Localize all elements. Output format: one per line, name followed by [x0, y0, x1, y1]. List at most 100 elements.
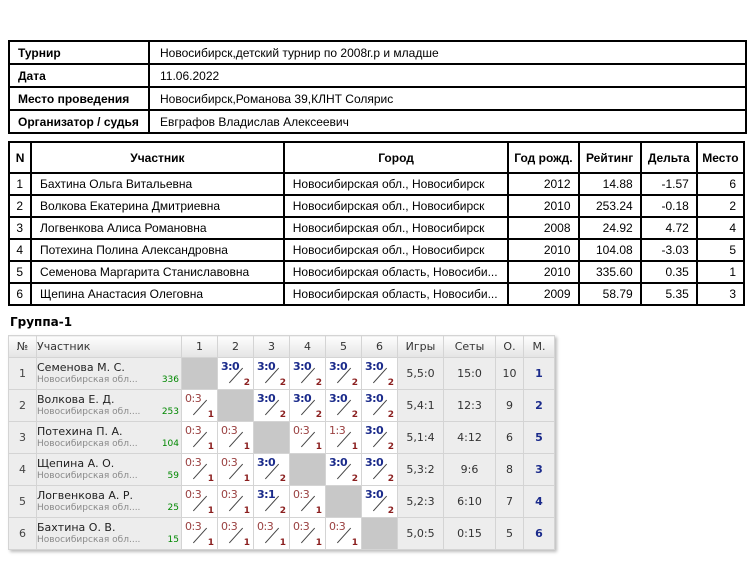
group-row: 1 Семенова М. С. Новосибирская обл... 336 3:…	[8, 357, 555, 390]
place-cell: 1	[695, 260, 746, 284]
match-score-cell: 0:3 1	[217, 421, 254, 454]
match-score: 0:3	[221, 456, 238, 469]
score-points: 2	[387, 378, 394, 388]
match-score: 3:0	[221, 360, 240, 373]
sets-cell: 4:12	[443, 421, 496, 454]
spacer	[8, 134, 750, 141]
match-score-cell: 0:3 1	[181, 453, 218, 486]
tournament-info-table: Турнир Новосибирск,детский турнир по 2008…	[8, 40, 747, 134]
score-points: 1	[351, 538, 358, 548]
group-participant-subline: Новосибирская обл.... 15	[38, 535, 181, 546]
match-score: 0:3	[185, 456, 202, 469]
match-score: 3:0	[257, 392, 276, 405]
place-cell: 6	[695, 172, 746, 196]
group-participant-region: Новосибирская обл....	[37, 503, 141, 513]
info-row-label: Организатор / судья	[8, 109, 150, 134]
group-row-number: 2	[8, 389, 37, 422]
match-score-cell: 3:0 2	[361, 485, 398, 518]
match-score: 0:3	[221, 488, 238, 501]
participants-header-cell: Рейтинг	[577, 141, 642, 174]
participants-header-cell: Год рожд.	[507, 141, 580, 174]
score-points: 2	[351, 410, 358, 420]
score-points: 1	[207, 410, 214, 420]
group-participant-name: Семенова М. С.	[37, 361, 125, 374]
info-row: Дата 11.06.2022	[8, 63, 747, 88]
group-participant-name: Логвенкова А. Р.	[37, 489, 133, 502]
match-score-cell: 3:0 2	[217, 357, 254, 390]
group-header-cell: Сеты	[443, 335, 496, 358]
sets-cell: 9:6	[443, 453, 496, 486]
match-score-cell: 0:3 1	[289, 485, 326, 518]
group-results-table: № Участник 1 2 3 4 5 6 Игры Сеты О. М. 1 Семенова М.…	[8, 335, 555, 550]
match-score-cell: 0:3 1	[253, 517, 290, 550]
match-score-cell: 0:3 1	[217, 485, 254, 518]
match-score: 0:3	[221, 424, 238, 437]
match-score: 3:1	[257, 488, 276, 501]
match-score-cell: 0:3 1	[181, 517, 218, 550]
group-place-cell: 5	[523, 421, 555, 454]
group-participant-rating: 336	[161, 375, 179, 385]
score-points: 2	[315, 410, 322, 420]
participant-name-cell: Потехина Полина Александровна	[30, 238, 285, 262]
group-row-number: 4	[8, 453, 37, 486]
group-participant-subline: Новосибирская обл... 336	[38, 375, 181, 386]
group-participant-region: Новосибирская обл....	[37, 407, 141, 417]
rating-cell: 14.88	[577, 172, 642, 196]
group-participant-subline: Новосибирская обл... 104	[38, 439, 181, 450]
group-row: 5 Логвенкова А. Р. Новосибирская обл.... 25…	[8, 485, 555, 518]
group-row-number: 3	[8, 421, 37, 454]
rating-cell: 104.08	[577, 238, 642, 262]
match-score: 1:3	[329, 424, 346, 437]
group-row: 4 Щепина А. О. Новосибирская обл... 59 0:3 1 0…	[8, 453, 555, 486]
group-participant-cell: Потехина П. А. Новосибирская обл... 104	[36, 421, 182, 454]
group-participant-name: Бахтина О. В.	[37, 521, 116, 534]
score-points: 2	[243, 378, 250, 388]
participant-name-cell: Логвенкова Алиса Романовна	[30, 216, 285, 240]
participant-row: 5 Семенова Маргарита Станиславовна Новосиб…	[7, 260, 746, 284]
birth-year-cell: 2010	[507, 238, 580, 262]
score-points: 1	[315, 506, 322, 516]
delta-cell: 4.72	[639, 216, 698, 240]
group-participant-rating: 104	[161, 439, 179, 449]
place-cell: 5	[695, 238, 746, 262]
match-score-cell: 3:0 2	[361, 453, 398, 486]
group-place-cell: 1	[523, 357, 555, 390]
group-header-cell: Участник	[36, 335, 182, 358]
score-points: 1	[207, 538, 214, 548]
match-score-cell: 1:3 1	[325, 421, 362, 454]
match-score: 3:0	[293, 360, 312, 373]
score-points: 2	[387, 474, 394, 484]
birth-year-cell: 2012	[507, 172, 580, 196]
info-row-value: Новосибирск,Романова 39,КЛНТ Солярис	[148, 86, 747, 111]
group-row-number: 6	[8, 517, 37, 550]
score-points: 1	[315, 538, 322, 548]
points-cell: 5	[495, 517, 524, 550]
match-score: 0:3	[293, 520, 310, 533]
score-points: 2	[279, 474, 286, 484]
group-participant-name: Потехина П. А.	[37, 425, 123, 438]
rating-cell: 253.24	[577, 194, 642, 218]
match-score: 3:0	[257, 360, 276, 373]
score-points: 2	[315, 378, 322, 388]
sets-cell: 0:15	[443, 517, 496, 550]
rating-cell: 335.60	[577, 260, 642, 284]
group-place-cell: 6	[523, 517, 555, 550]
points-cell: 7	[495, 485, 524, 518]
participants-header-cell: Место	[695, 141, 746, 174]
score-points: 2	[387, 410, 394, 420]
sets-cell: 15:0	[443, 357, 496, 390]
games-cell: 5,2:3	[397, 485, 444, 518]
group-header-cell: О.	[495, 335, 524, 358]
score-points: 2	[279, 506, 286, 516]
sets-cell: 12:3	[443, 389, 496, 422]
match-score: 0:3	[185, 520, 202, 533]
group-place-cell: 3	[523, 453, 555, 486]
match-score: 3:0	[365, 456, 384, 469]
match-score-cell: 0:3 1	[325, 517, 362, 550]
match-score: 3:0	[365, 488, 384, 501]
score-points: 1	[315, 442, 322, 452]
match-score-cell: 0:3 1	[181, 421, 218, 454]
group-header-cell: 6	[361, 335, 398, 358]
info-row: Организатор / судья Евграфов Владислав Ал…	[8, 109, 747, 134]
self-diagonal-cell	[181, 357, 218, 390]
